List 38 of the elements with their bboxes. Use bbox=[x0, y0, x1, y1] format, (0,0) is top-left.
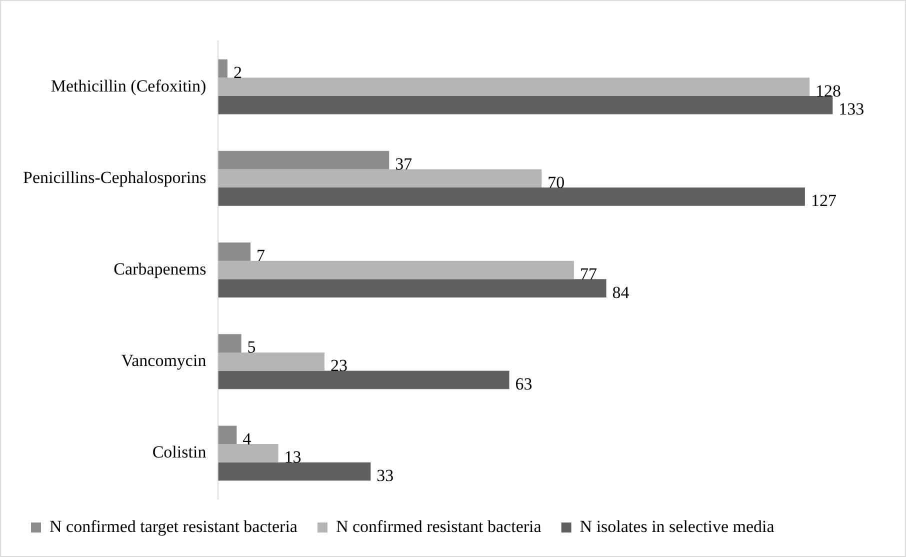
bar bbox=[218, 426, 237, 444]
bar bbox=[218, 59, 228, 78]
data-label: 84 bbox=[612, 282, 630, 302]
data-label: 13 bbox=[284, 448, 302, 467]
bar bbox=[218, 444, 278, 462]
data-label: 70 bbox=[548, 172, 565, 192]
y-tick-label: Carbapenems bbox=[114, 259, 206, 278]
data-label: 133 bbox=[838, 100, 864, 119]
data-label: 37 bbox=[395, 154, 413, 174]
bar bbox=[218, 188, 805, 206]
data-label: 4 bbox=[242, 429, 252, 448]
data-label: 2 bbox=[233, 62, 242, 82]
legend-label: N isolates in selective media bbox=[580, 516, 775, 536]
bar bbox=[218, 352, 324, 371]
bar bbox=[218, 334, 242, 352]
data-label: 7 bbox=[256, 246, 266, 266]
bar bbox=[218, 260, 574, 280]
bar bbox=[218, 242, 251, 261]
data-label: 127 bbox=[810, 191, 837, 210]
bar bbox=[218, 370, 510, 390]
data-label: 23 bbox=[330, 356, 348, 376]
y-tick-label: Penicillins-Cephalosporins bbox=[22, 168, 206, 187]
data-label: 5 bbox=[247, 338, 256, 357]
legend-label: N confirmed resistant bacteria bbox=[336, 516, 542, 536]
legend-label: N confirmed target resistant bacteria bbox=[50, 516, 298, 536]
bar bbox=[218, 78, 810, 96]
bar bbox=[218, 96, 833, 114]
data-label: 63 bbox=[515, 374, 532, 394]
y-tick-label: Vancomycin bbox=[121, 351, 207, 370]
bar bbox=[218, 462, 371, 481]
data-label: 77 bbox=[580, 264, 598, 284]
y-tick-label: Colistin bbox=[152, 442, 207, 462]
bar bbox=[218, 150, 390, 170]
data-label: 33 bbox=[376, 466, 394, 485]
bar bbox=[218, 169, 542, 188]
bar bbox=[218, 279, 606, 298]
data-label: 128 bbox=[816, 81, 842, 100]
y-tick-label: Methicillin (Cefoxitin) bbox=[50, 76, 206, 96]
